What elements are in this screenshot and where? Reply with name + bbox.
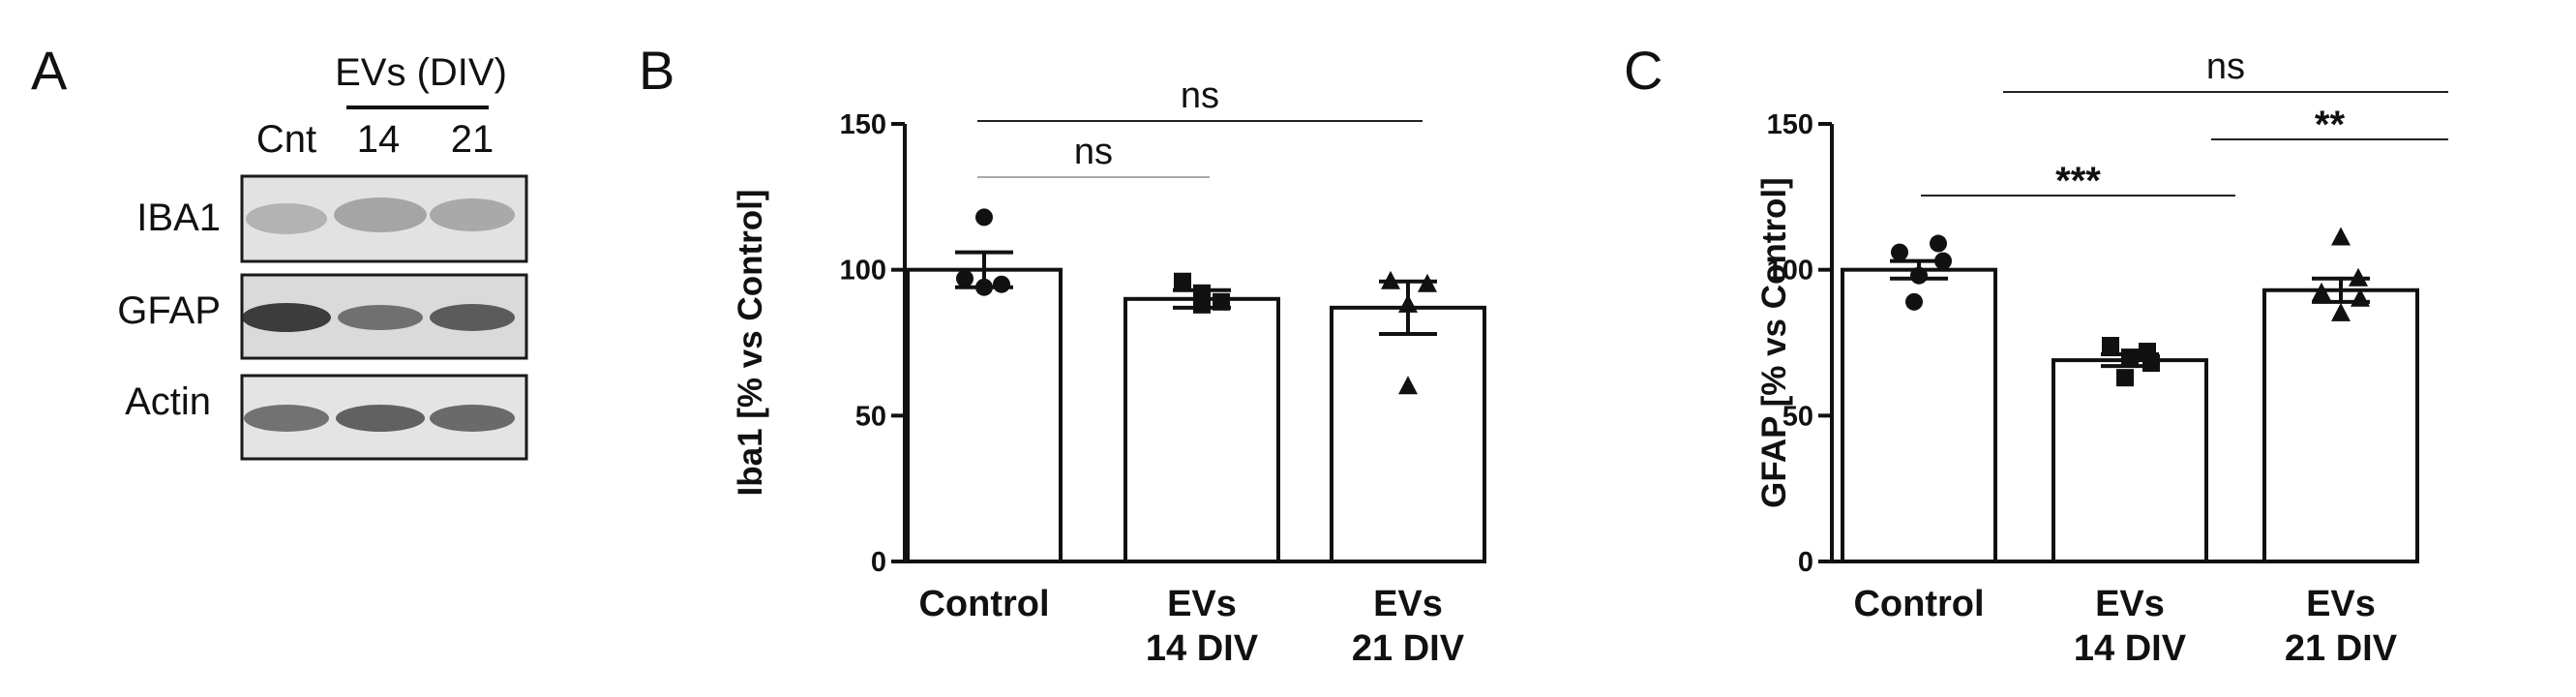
panel-c-data-point (1910, 266, 1928, 285)
panel-c-significance-label: ** (2315, 104, 2346, 146)
panel-c-significance-label: *** (2055, 160, 2101, 202)
panel-b-y-tick-label: 150 (840, 109, 886, 140)
panel-c-data-point (2116, 369, 2134, 387)
blot-image-actin (240, 374, 528, 461)
panel-c-letter: C (1624, 40, 1662, 101)
panel-b-y-tick-label: 50 (855, 401, 886, 432)
panel-c-category-label: EVs (2306, 584, 2376, 624)
panel-c-y-tick-label: 100 (1767, 256, 1813, 287)
panel-b-data-point (1418, 273, 1437, 292)
panel-b-data-point (993, 275, 1010, 293)
panel-c-data-point (2102, 337, 2119, 355)
panel-a: A EVs (DIV) Cnt 14 21 IBA1 GFAP Actin (31, 40, 528, 461)
panel-c-data-point (1905, 292, 1923, 311)
blot-row-label-actin: Actin (125, 380, 211, 423)
lane-label-14: 14 (357, 118, 401, 161)
panel-b-data-point (1213, 292, 1230, 311)
panel-c-data-point (1934, 252, 1952, 270)
panel-c-bar (1841, 267, 1997, 563)
panel-c-y-tick-label: 150 (1767, 109, 1813, 140)
panel-b-data-point (956, 269, 973, 288)
panel-c-data-point (2331, 227, 2351, 246)
panel-b-category-label: Control (918, 584, 1049, 624)
panel-c-y-tick-label: 50 (1782, 401, 1813, 432)
panel-b-chart: B Iba1 [% vs Control] 0 50 100 150 Control EVs… (639, 40, 1486, 669)
panel-c-data-point (2349, 267, 2368, 287)
panel-c-category-label: 14 DIV (2074, 628, 2187, 669)
panel-c-data-point (1930, 234, 1947, 253)
panel-c-data-point (1891, 243, 1908, 261)
panel-b-significance-label: ns (1181, 76, 1219, 116)
panel-b-data-point (1398, 376, 1418, 395)
blot-row-label-gfap: GFAP (117, 289, 221, 332)
panel-b-data-point (975, 278, 993, 296)
panel-b-bar (906, 267, 1063, 563)
panel-b-category-label: 14 DIV (1146, 628, 1259, 669)
panel-c-category-label: Control (1853, 584, 1984, 624)
panel-c-significance-label: ns (2206, 46, 2245, 87)
panel-c-data-point (2351, 288, 2370, 307)
lane-label-control: Cnt (256, 118, 316, 161)
panel-a-letter: A (31, 40, 68, 101)
blot-row-label-iba1: IBA1 (136, 197, 221, 239)
panel-c-category-label: EVs (2095, 584, 2165, 624)
panel-c-y-tick-label: 0 (1798, 547, 1813, 578)
panel-b-category-label: 21 DIV (1352, 628, 1465, 669)
panel-b-data-point (1398, 293, 1418, 313)
panel-b-bar (1330, 305, 1486, 563)
panel-b-y-axis-label: Iba1 [% vs Control] (732, 190, 769, 497)
panel-b-y-tick-label: 0 (871, 547, 886, 578)
panel-b-y-tick-label: 100 (840, 256, 886, 287)
panel-b-data-point (1174, 272, 1191, 290)
panel-c-chart: C GFAP [% vs Control] 0 50 100 150 Control EVs… (1624, 40, 2448, 669)
lane-label-21: 21 (451, 118, 494, 161)
panel-b-category-label: EVs (1373, 584, 1443, 624)
panel-c-data-point (2312, 282, 2331, 301)
panel-c-bar (2052, 358, 2208, 563)
panel-c-data-point (2331, 302, 2351, 321)
panel-c-data-point (2121, 348, 2139, 367)
panel-b-data-point (1381, 270, 1400, 289)
blot-image-iba1 (240, 174, 528, 263)
panel-b-letter: B (639, 40, 674, 101)
blot-image-gfap (240, 273, 528, 360)
panel-b-category-label: EVs (1167, 584, 1237, 624)
panel-c-y-axis-label: GFAP [% vs Control] (1755, 177, 1793, 508)
panel-c-bar (2262, 288, 2419, 563)
panel-b-data-point (1193, 295, 1211, 314)
panel-b-significance-label: ns (1074, 132, 1113, 172)
panel-b-data-point (975, 208, 993, 227)
panel-b-bar (1123, 296, 1280, 563)
panel-c-data-point (2142, 354, 2160, 373)
blot-header-label: EVs (DIV) (335, 51, 507, 94)
panel-c-category-label: 21 DIV (2285, 628, 2398, 669)
